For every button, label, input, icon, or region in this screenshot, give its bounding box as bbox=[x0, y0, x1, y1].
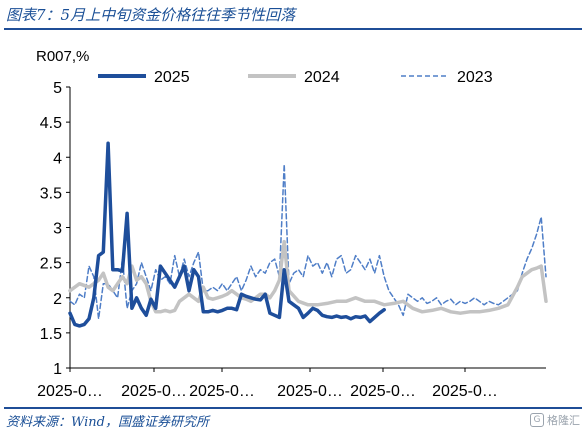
line-chart: R007,% 2025 2024 2023 1 1.5 2 2.5 3 3.5 4 4.5 5 202… bbox=[36, 48, 548, 400]
series-group bbox=[68, 141, 548, 328]
x-tick-label: 2025-0… bbox=[37, 383, 103, 400]
top-rule bbox=[4, 28, 582, 30]
x-tick-label: 2025-0… bbox=[189, 383, 255, 400]
x-tick-label: 2025-0… bbox=[350, 383, 416, 400]
y-tick-label: 1.5 bbox=[40, 326, 62, 343]
legend-label-2024: 2024 bbox=[304, 69, 340, 86]
watermark-logo-icon: G bbox=[530, 413, 544, 427]
x-tick-label: 2025-0… bbox=[432, 383, 498, 400]
y-tick-label: 1 bbox=[53, 361, 62, 378]
legend-label-2025: 2025 bbox=[154, 69, 190, 86]
series-line-2024 bbox=[68, 239, 548, 315]
watermark-text: 格隆汇 bbox=[547, 414, 580, 427]
x-tick-label: 2025-0… bbox=[277, 383, 343, 400]
y-tick-label: 5 bbox=[53, 80, 62, 97]
x-tick-label: 2025-0… bbox=[121, 383, 187, 400]
legend: 2025 2024 2023 bbox=[98, 69, 493, 86]
y-tick-label: 3.5 bbox=[40, 185, 62, 202]
y-tick-label: 2.5 bbox=[40, 256, 62, 273]
y-tick-label: 2 bbox=[53, 291, 62, 308]
chart-title: 图表7：5月上中旬资金价格往往季节性回落 bbox=[6, 6, 296, 24]
series-line-2025 bbox=[68, 141, 386, 328]
watermark: G 格隆汇 bbox=[530, 412, 580, 428]
source-note: 资料来源：Wind，国盛证券研究所 bbox=[6, 415, 209, 430]
y-tick-label: 3 bbox=[53, 221, 62, 238]
bottom-rule bbox=[4, 407, 582, 409]
series-line-2023 bbox=[69, 163, 547, 320]
y-tick-label: 4 bbox=[53, 150, 62, 167]
legend-label-2023: 2023 bbox=[457, 69, 493, 86]
y-tick-label: 4.5 bbox=[40, 115, 62, 132]
y-axis-label: R007,% bbox=[36, 48, 89, 65]
